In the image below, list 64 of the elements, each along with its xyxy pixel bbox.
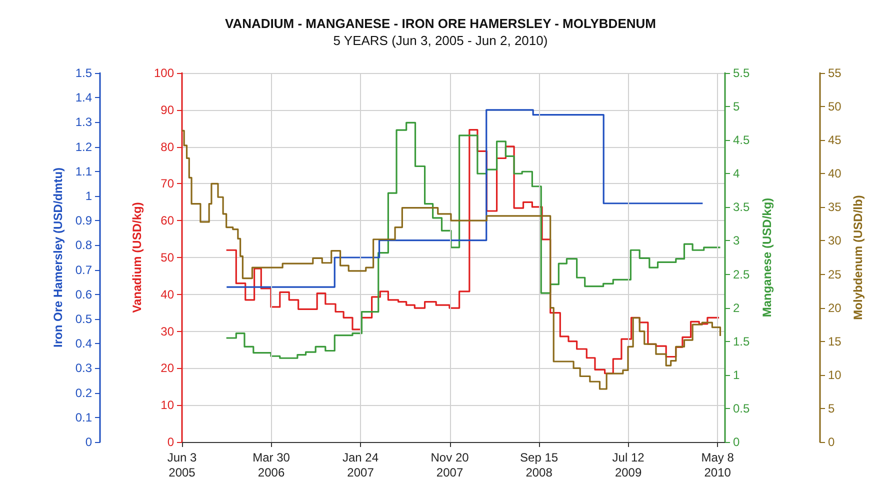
y3-tick-label: 1: [85, 189, 92, 203]
y-tick-label: 50: [828, 100, 842, 114]
y2-tick-label: 1: [733, 368, 740, 382]
x-tick-label: Sep 15 2008: [520, 450, 558, 480]
y2-tick-label: 0.5: [733, 401, 750, 416]
y-tick-label: 10: [160, 398, 174, 412]
y-tick-label: 5: [828, 401, 835, 416]
y-tick-label: 0: [167, 435, 174, 449]
y3-tick-label: 0.4: [75, 336, 92, 351]
y-tick-label: 30: [828, 234, 842, 248]
x-tick-label: Jul 12 2009: [612, 450, 645, 480]
y-tick-label: 20: [828, 300, 842, 315]
y-tick-label: 0: [828, 435, 835, 449]
y2-tick-label: 4: [733, 166, 740, 181]
y3-tick-label: 1.3: [75, 115, 92, 130]
y3-tick-label: 1.1: [75, 164, 92, 178]
y-tick-label: 60: [160, 214, 174, 228]
y2-tick-label: 2.5: [733, 267, 750, 282]
y2-tick-label: 2: [733, 300, 740, 315]
y-tick-label: 90: [160, 102, 174, 117]
y3-tick-label: 0.3: [75, 361, 92, 376]
y2-tick-label: 5: [733, 100, 740, 114]
y-tick-label: 45: [828, 133, 842, 148]
y-tick-label: 35: [828, 200, 842, 214]
y3-tick-label: 0: [85, 435, 92, 449]
x-tick-label: Nov 20 2007: [430, 450, 470, 480]
y-axis-title: Vanadium (USD/kg): [130, 202, 144, 313]
y2-tick-label: 5.5: [733, 66, 750, 80]
chart-subtitle: 5 YEARS (Jun 3, 2005 - Jun 2, 2010): [333, 33, 548, 48]
y-tick-label: 50: [160, 250, 174, 264]
y3-axis-title: Iron Ore Hamersley (USD/dmtu): [51, 167, 65, 348]
y2-tick-label: 3: [733, 234, 740, 248]
y2-tick-label: 1.5: [733, 334, 750, 348]
y-tick-label: 30: [160, 324, 174, 338]
x-tick-label: Mar 30 2006: [252, 450, 290, 480]
y-tick-label: 55: [828, 66, 842, 80]
y3-tick-label: 0.6: [75, 287, 92, 302]
x-tick-label: Jun 3 2005: [167, 450, 197, 480]
y-tick-label: 15: [828, 334, 842, 348]
y3-tick-label: 0.2: [75, 386, 92, 400]
y3-tick-label: 1.5: [75, 66, 92, 80]
y3-tick-label: 0.1: [75, 410, 92, 424]
y-tick-label: 100: [154, 66, 174, 80]
y2-axis-title: Manganese (USD/kg): [760, 198, 774, 318]
y3-tick-label: 0.9: [75, 214, 92, 228]
y-axis-title: Molybdenum (USD/lb): [851, 195, 866, 320]
x-tick-label: May 8 2010: [701, 450, 734, 480]
y-tick-label: 25: [828, 267, 842, 282]
y2-tick-label: 0: [733, 435, 740, 449]
y-tick-label: 70: [160, 176, 174, 191]
y3-tick-label: 0.5: [75, 312, 92, 326]
y-tick-label: 40: [828, 166, 842, 181]
y3-tick-label: 0.8: [75, 238, 92, 252]
x-tick-label: Jan 24 2007: [342, 450, 379, 480]
y3-tick-label: 0.7: [75, 262, 92, 277]
y3-tick-label: 1.2: [75, 140, 92, 154]
chart-title: VANADIUM - MANGANESE - IRON ORE HAMERSLEY - MOLYBDENUM: [225, 16, 656, 31]
y-tick-label: 80: [160, 140, 174, 154]
y-tick-label: 20: [160, 361, 174, 376]
y2-tick-label: 3.5: [733, 200, 750, 214]
y-tick-label: 10: [828, 368, 842, 382]
y-tick-label: 40: [160, 287, 174, 302]
y2-tick-label: 4.5: [733, 133, 750, 148]
y3-tick-label: 1.4: [75, 90, 92, 105]
